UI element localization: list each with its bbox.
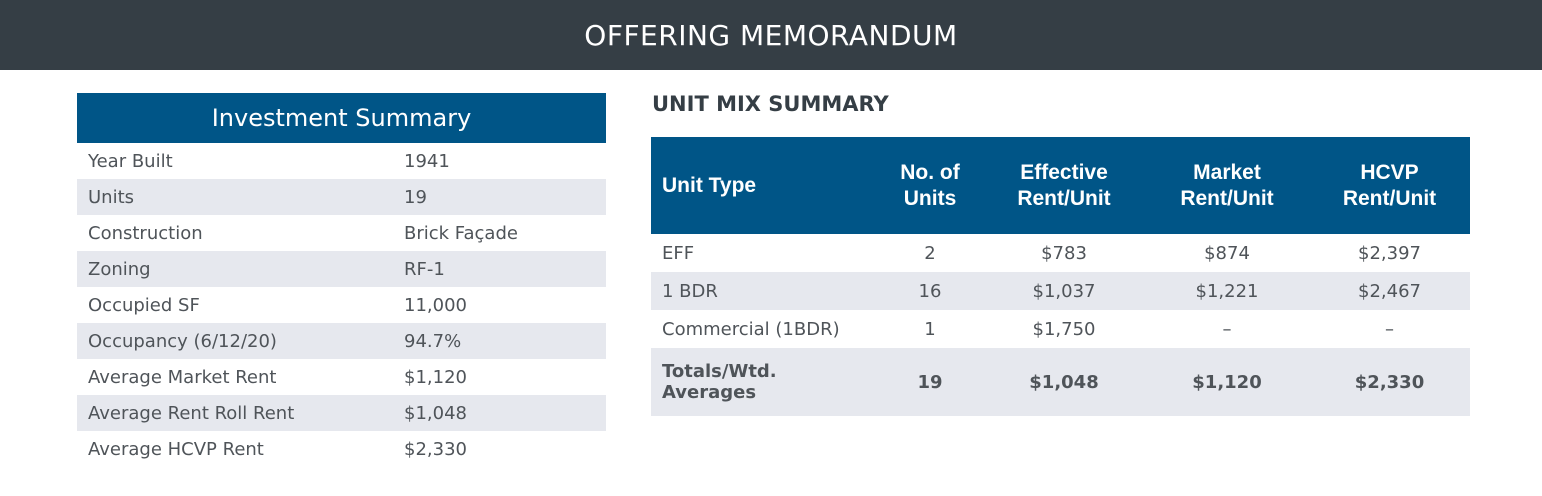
cell-unit-type: 1 BDR [662, 280, 718, 302]
summary-value: 1941 [404, 150, 450, 172]
summary-value: RF-1 [404, 258, 445, 280]
header-hcvp-rent: HCVP Rent/Unit [1342, 160, 1437, 210]
summary-label: Occupied SF [88, 294, 200, 316]
table-header-row: Unit Type No. of Units Effective Rent/Un… [651, 137, 1470, 234]
summary-value: $2,330 [404, 438, 467, 460]
cell-units: 2 [924, 242, 936, 264]
table-row: Commercial (1BDR) 1 $1,750 – – [651, 310, 1470, 348]
summary-row: Average Market Rent $1,120 [77, 359, 606, 395]
investment-summary-title: Investment Summary [77, 93, 606, 143]
cell-total-effective: $1,048 [1029, 371, 1099, 393]
cell-hcvp: $2,467 [1358, 280, 1421, 302]
summary-value: $1,120 [404, 366, 467, 388]
summary-row: Average Rent Roll Rent $1,048 [77, 395, 606, 431]
summary-row: Construction Brick Façade [77, 215, 606, 251]
summary-label: Year Built [88, 150, 173, 172]
cell-market: $1,221 [1195, 280, 1259, 302]
summary-value: 11,000 [404, 294, 467, 316]
summary-row: Occupancy (6/12/20) 94.7% [77, 323, 606, 359]
summary-row: Units 19 [77, 179, 606, 215]
cell-totals-label: Totals/Wtd. Averages [662, 361, 777, 403]
header-bar: OFFERING MEMORANDUM [0, 0, 1542, 70]
summary-row: Year Built 1941 [77, 143, 606, 179]
summary-label: Average Rent Roll Rent [88, 402, 295, 424]
table-row: 1 BDR 16 $1,037 $1,221 $2,467 [651, 272, 1470, 310]
summary-row: Average HCVP Rent $2,330 [77, 431, 606, 467]
cell-hcvp: $2,397 [1358, 242, 1421, 264]
header-market-rent: Market Rent/Unit [1180, 160, 1274, 210]
summary-label: Units [88, 186, 135, 208]
summary-label: Zoning [88, 258, 151, 280]
cell-market: $874 [1204, 242, 1250, 264]
totals-row: Totals/Wtd. Averages 19 $1,048 $1,120 $2… [651, 348, 1470, 416]
header-no-of-units: No. of Units [900, 160, 960, 210]
summary-label: Construction [88, 222, 203, 244]
cell-unit-type: Commercial (1BDR) [662, 318, 840, 340]
summary-label: Average Market Rent [88, 366, 277, 388]
cell-total-market: $1,120 [1192, 371, 1262, 393]
cell-total-units: 19 [917, 371, 943, 393]
summary-label: Occupancy (6/12/20) [88, 330, 277, 352]
unit-mix-title: UNIT MIX SUMMARY [652, 92, 889, 116]
cell-effective: $1,037 [1032, 280, 1096, 302]
cell-market: – [1222, 318, 1232, 340]
cell-effective: $1,750 [1032, 318, 1096, 340]
cell-total-hcvp: $2,330 [1354, 371, 1425, 393]
cell-units: 1 [924, 318, 936, 340]
header-effective-rent: Effective Rent/Unit [1017, 160, 1111, 210]
investment-summary-panel: Investment Summary Year Built 1941 Units… [77, 93, 606, 467]
summary-value: 19 [404, 186, 427, 208]
header-unit-type: Unit Type [662, 173, 757, 197]
cell-unit-type: EFF [662, 242, 695, 264]
summary-value: 94.7% [404, 330, 462, 352]
summary-value: $1,048 [404, 402, 467, 424]
cell-units: 16 [918, 280, 942, 302]
cell-effective: $783 [1041, 242, 1087, 264]
summary-label: Average HCVP Rent [88, 438, 264, 460]
page-title: OFFERING MEMORANDUM [584, 18, 958, 52]
summary-value: Brick Façade [404, 222, 518, 244]
unit-mix-table: Unit Type No. of Units Effective Rent/Un… [651, 137, 1470, 416]
summary-row: Occupied SF 11,000 [77, 287, 606, 323]
cell-hcvp: – [1385, 318, 1394, 340]
table-row: EFF 2 $783 $874 $2,397 [651, 234, 1470, 272]
summary-row: Zoning RF-1 [77, 251, 606, 287]
